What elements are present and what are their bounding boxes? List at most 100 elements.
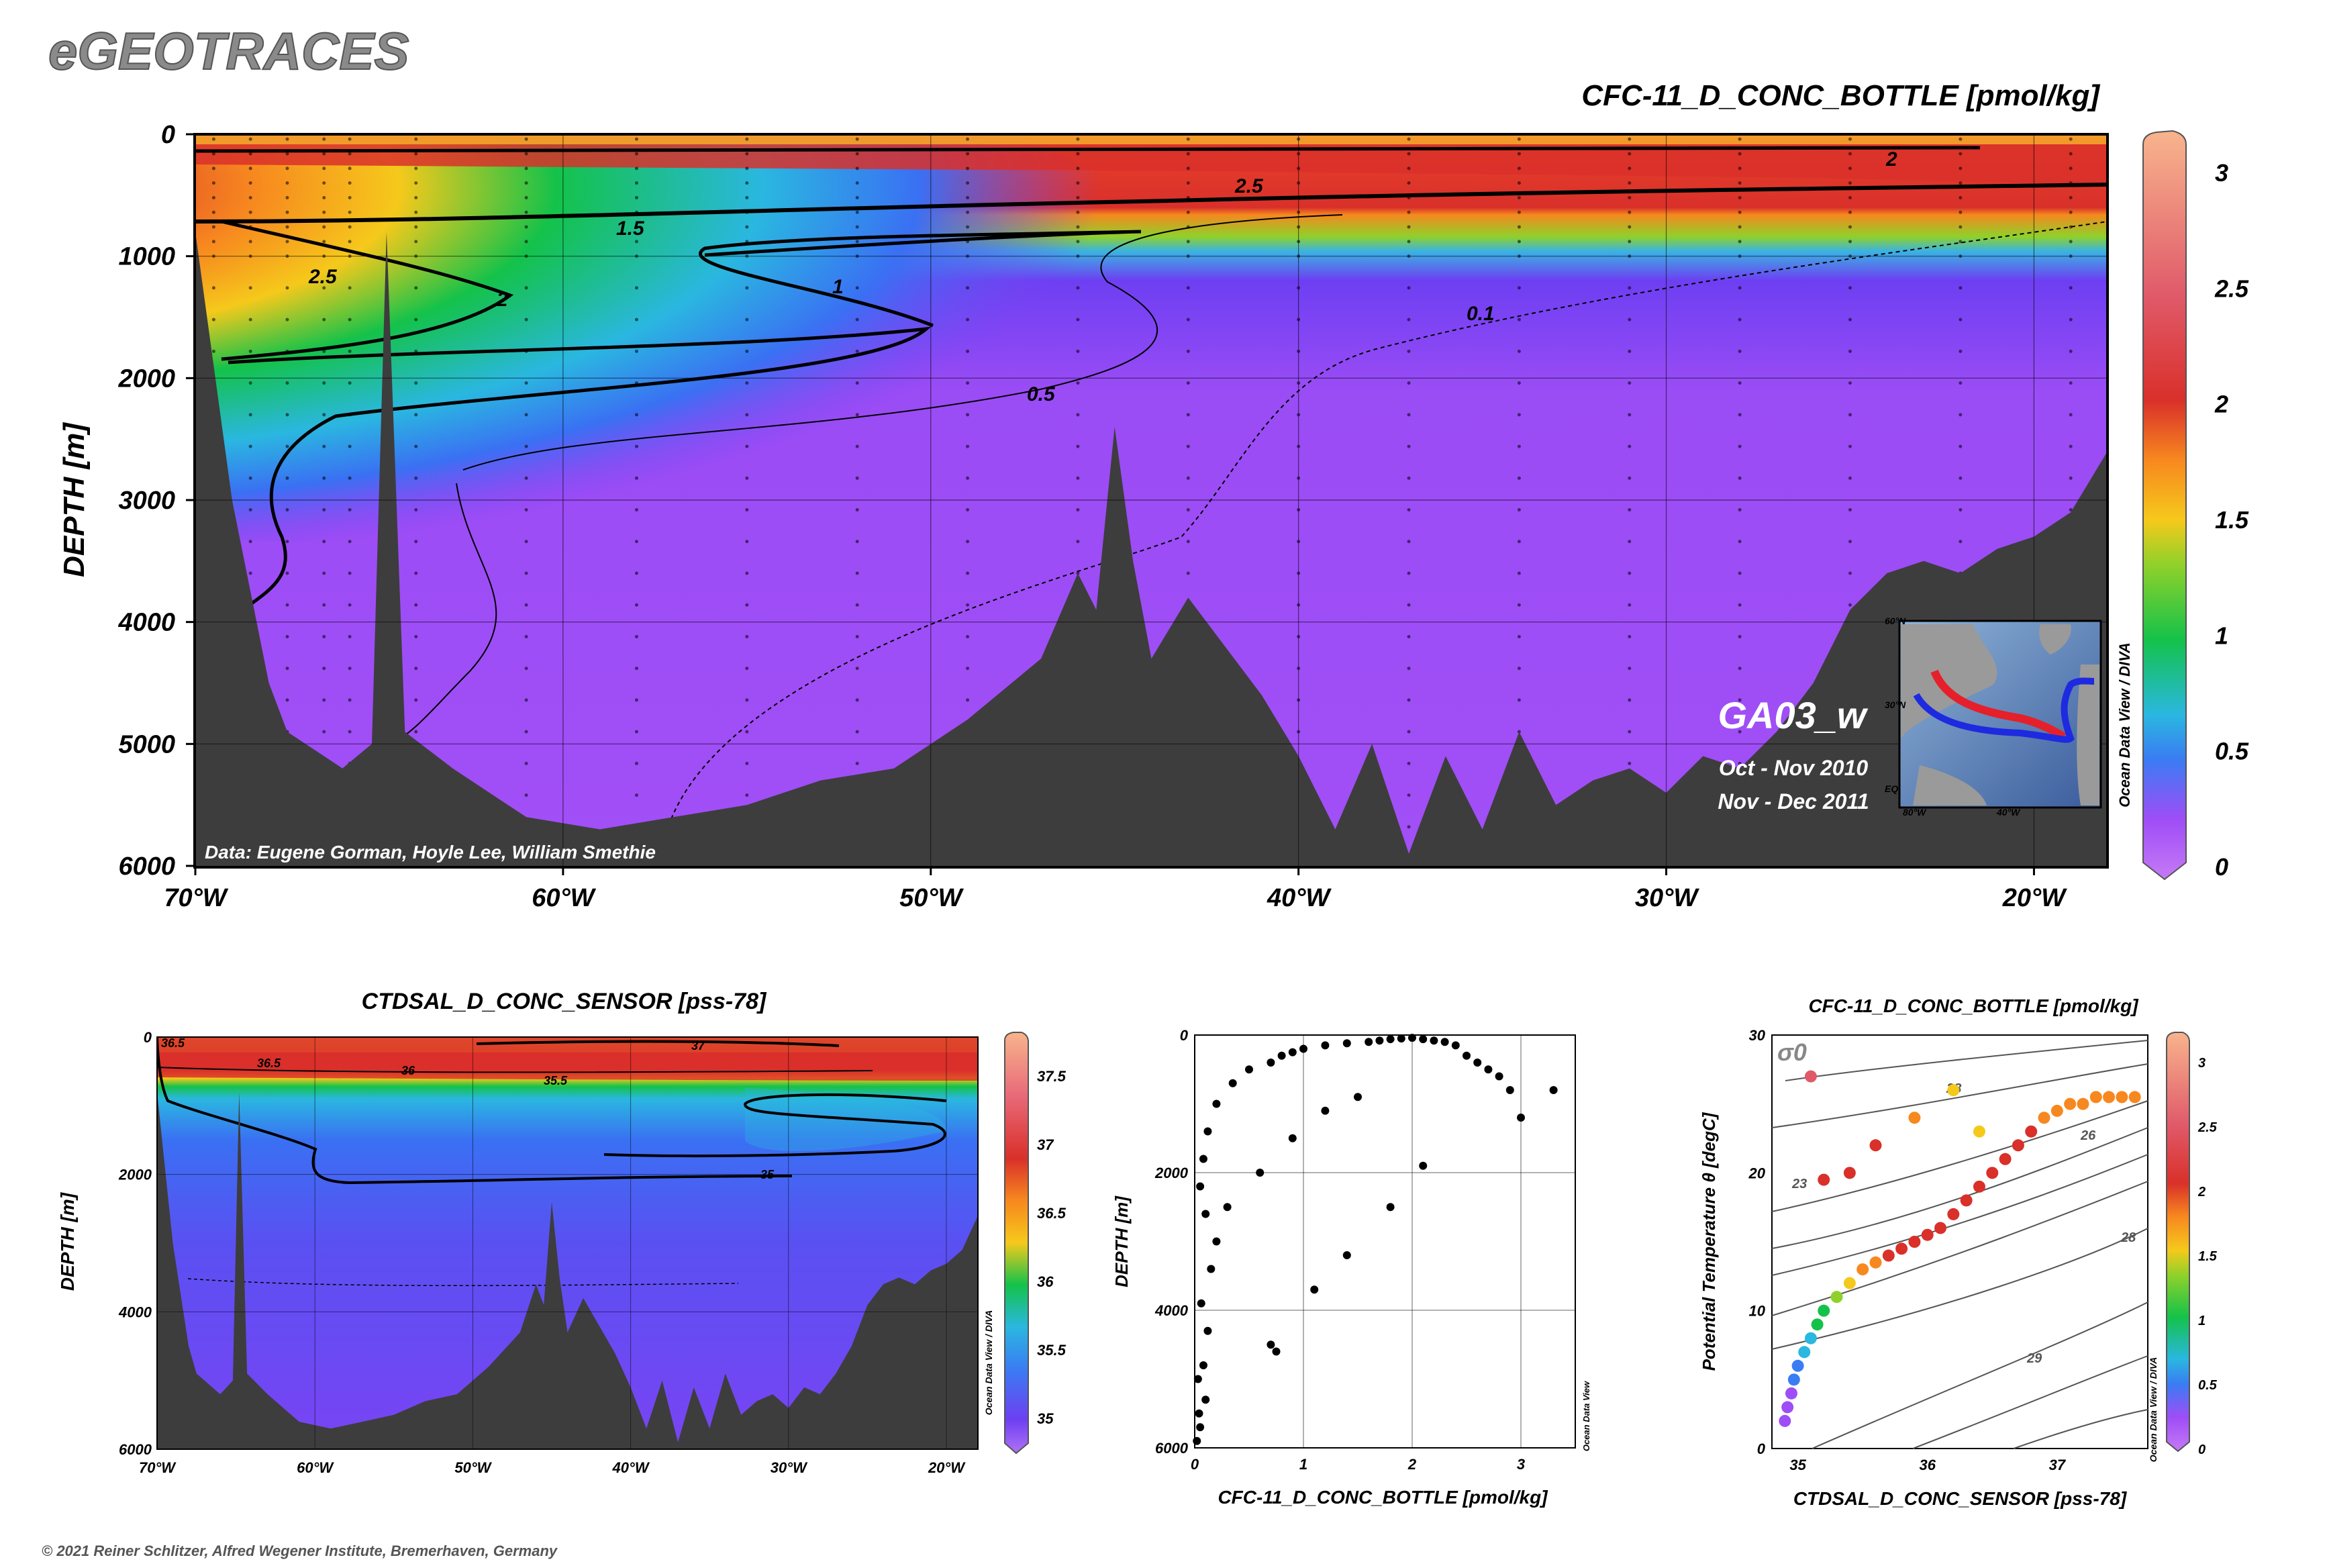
sample-dot: [322, 476, 326, 480]
sample-dot: [1186, 195, 1190, 199]
profile-point: [1245, 1065, 1253, 1074]
sample-dot: [2069, 137, 2073, 141]
sample-dot: [1848, 210, 1852, 214]
sample-dot: [634, 381, 638, 385]
profile-points: [1193, 1034, 1558, 1445]
profile-point: [1212, 1237, 1221, 1246]
ts-colorbar-label: Ocean Data View / DIVA: [2148, 1357, 2159, 1462]
sample-dot: [745, 349, 749, 353]
sample-dot: [348, 381, 352, 385]
contour-label: 36.5: [257, 1057, 281, 1070]
x-tick-label: 40°W: [1267, 884, 1332, 912]
sample-dot: [524, 240, 528, 244]
sample-dot: [966, 210, 970, 214]
sample-dot: [745, 381, 749, 385]
contour-label: 35: [760, 1168, 775, 1181]
profile-point: [1397, 1034, 1405, 1043]
sample-dot: [1959, 210, 1963, 214]
sample-dot: [248, 571, 252, 575]
sample-dot: [745, 603, 749, 607]
sample-dot: [1738, 667, 1742, 671]
sample-dot: [1628, 634, 1632, 638]
sample-dot: [414, 225, 418, 229]
sample-dot: [1738, 195, 1742, 199]
sample-dot: [524, 286, 528, 290]
sample-dot: [1407, 730, 1411, 734]
profile-point: [1199, 1361, 1207, 1369]
sample-dot: [1407, 381, 1411, 385]
sample-dot: [248, 286, 252, 290]
colorbar-tick-label: 37.5: [1037, 1068, 1067, 1085]
sample-dot: [248, 137, 252, 141]
profile-point: [1196, 1182, 1205, 1191]
sample-dot: [1186, 286, 1190, 290]
sample-dot: [322, 181, 326, 185]
sample-dot: [745, 286, 749, 290]
x-tick-label: 30°W: [1635, 884, 1699, 912]
sample-dot: [1186, 381, 1190, 385]
sample-dot: [1407, 603, 1411, 607]
sample-dot: [524, 210, 528, 214]
sample-dot: [285, 349, 289, 353]
y-tick-label: 0: [144, 1029, 152, 1046]
sample-dot: [414, 195, 418, 199]
sample-dot: [1738, 349, 1742, 353]
map-label-lat30: 30°N: [1885, 699, 1906, 710]
sample-dot: [1186, 317, 1190, 322]
sample-dot: [348, 571, 352, 575]
contour-label: 2.5: [1234, 175, 1264, 197]
sample-dot: [745, 761, 749, 765]
profile-point: [1386, 1203, 1395, 1212]
sample-dot: [1738, 476, 1742, 480]
sample-dot: [414, 181, 418, 185]
ts-point: [1947, 1208, 1960, 1220]
sample-dot: [966, 240, 970, 244]
sample-dot: [1848, 476, 1852, 480]
sample-dot: [1738, 540, 1742, 544]
sample-dot: [1407, 634, 1411, 638]
sample-dot: [211, 210, 215, 214]
contour-label: 36.5: [161, 1036, 185, 1050]
x-tick-label: 0: [1191, 1456, 1199, 1473]
sample-dot: [1959, 381, 1963, 385]
sample-dot: [634, 730, 638, 734]
sample-dot: [414, 381, 418, 385]
sample-dot: [1186, 181, 1190, 185]
sample-dot: [1407, 317, 1411, 322]
main-gridlines: [195, 134, 2108, 866]
sample-dot: [1407, 286, 1411, 290]
sample-dot: [285, 240, 289, 244]
copyright-footer: © 2021 Reiner Schlitzer, Alfred Wegener …: [42, 1542, 558, 1559]
sample-dot: [1076, 195, 1080, 199]
sample-dot: [1628, 444, 1632, 448]
sample-dot: [248, 225, 252, 229]
sample-dot: [211, 225, 215, 229]
sample-dot: [524, 413, 528, 417]
sample-dot: [855, 476, 859, 480]
colorbar-tick-label: 37: [1037, 1136, 1054, 1153]
map-label-lat60: 60°N: [1885, 616, 1906, 626]
sample-dot: [1959, 286, 1963, 290]
colorbar-tick-label: 0: [2215, 853, 2228, 881]
sample-dot: [322, 349, 326, 353]
contour-label: 1: [832, 276, 844, 298]
profile-point: [1228, 1079, 1237, 1087]
sample-dot: [1407, 571, 1411, 575]
sample-dot: [1186, 444, 1190, 448]
colorbar-tick-label: 3: [2198, 1056, 2206, 1071]
profile-point: [1484, 1065, 1493, 1074]
sample-dot: [1517, 286, 1521, 290]
ts-x-axis-label: CTDSAL_D_CONC_SENSOR [pss-78]: [1793, 1488, 2128, 1509]
sample-dot: [1186, 540, 1190, 544]
sample-dot: [966, 508, 970, 512]
sample-dot: [285, 317, 289, 322]
sample-dot: [1738, 137, 1742, 141]
sample-dot: [248, 476, 252, 480]
sample-dot: [248, 413, 252, 417]
sample-dot: [1076, 476, 1080, 480]
ts-colorbar-ticks: 0 0.5 1 1.5 2 2.5 3: [2197, 1056, 2218, 1457]
profile-point: [1201, 1210, 1210, 1218]
sample-dot: [1959, 181, 1963, 185]
colorbar-tick-label: 3: [2215, 159, 2228, 187]
sample-dot: [1738, 444, 1742, 448]
